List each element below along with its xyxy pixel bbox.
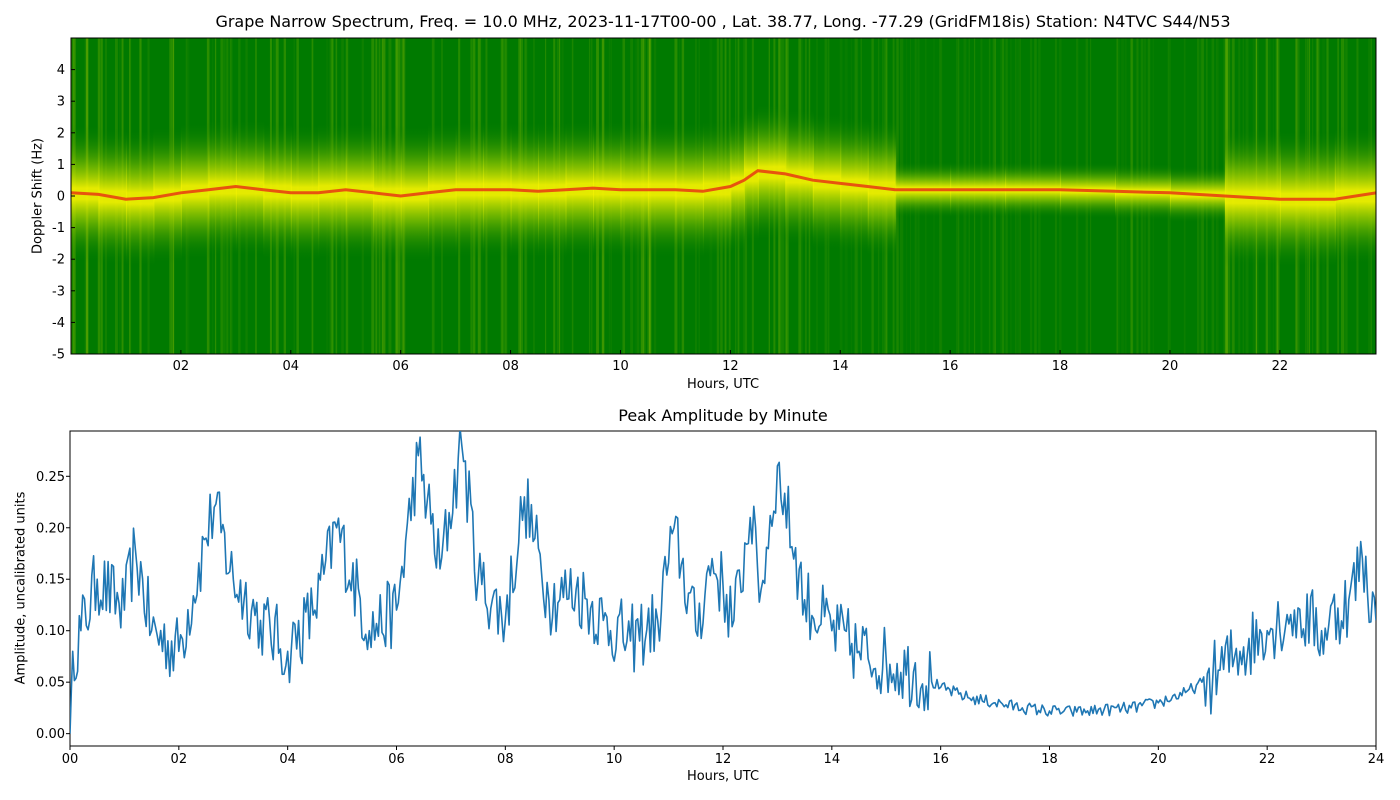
spectrogram-x-axis-label: Hours, UTC: [686, 377, 760, 392]
x-tick-label: 06: [388, 752, 405, 767]
x-tick-label: 08: [497, 752, 514, 767]
x-tick-label: 24: [1368, 752, 1385, 767]
y-tick-label: -3: [52, 284, 65, 299]
x-tick-label: 02: [171, 752, 188, 767]
x-tick-label: 10: [612, 359, 629, 374]
amplitude-x-axis-label: Hours, UTC: [686, 769, 760, 784]
y-tick-label: 0.25: [36, 470, 65, 485]
amplitude-y-axis-label: Amplitude, uncalibrated units: [13, 491, 29, 685]
y-tick-label: 0.00: [36, 727, 65, 742]
x-tick-label: 10: [606, 752, 623, 767]
y-tick-label: -4: [52, 316, 65, 331]
amplitude-y-ticks: 0.00 0.05 0.10 0.15 0.20 0.25: [36, 470, 70, 742]
x-tick-label: 16: [932, 752, 949, 767]
x-tick-label: 00: [62, 752, 79, 767]
x-tick-label: 22: [1272, 359, 1289, 374]
y-tick-label: 4: [57, 63, 65, 78]
y-tick-label: 1: [57, 158, 65, 173]
x-tick-label: 08: [502, 359, 519, 374]
y-tick-label: -5: [52, 348, 65, 363]
amplitude-series-line: [70, 431, 1376, 734]
x-tick-label: 18: [1052, 359, 1069, 374]
x-tick-label: 04: [279, 752, 296, 767]
x-tick-label: 14: [824, 752, 841, 767]
y-tick-label: 3: [57, 95, 65, 110]
x-tick-label: 16: [942, 359, 959, 374]
x-tick-label: 22: [1259, 752, 1276, 767]
amplitude-x-ticks: 00 02 04 06 08 10 12 14 16 18 20 22 24: [62, 746, 1385, 767]
y-tick-label: 0.05: [36, 676, 65, 691]
x-tick-label: 20: [1162, 359, 1179, 374]
amplitude-title: Peak Amplitude by Minute: [618, 406, 828, 425]
spectrogram-x-ticks: 02 04 06 08 10 12 14 16 18 20 22: [173, 350, 1288, 374]
x-tick-label: 20: [1150, 752, 1167, 767]
y-tick-label: -2: [52, 253, 65, 268]
x-tick-label: 06: [392, 359, 409, 374]
doppler-trace: [71, 169, 1376, 201]
y-tick-label: -1: [52, 221, 65, 236]
x-tick-label: 12: [722, 359, 739, 374]
y-tick-label: 0.10: [36, 624, 65, 639]
spectrogram-title: Grape Narrow Spectrum, Freq. = 10.0 MHz,…: [215, 12, 1231, 31]
x-tick-label: 04: [283, 359, 300, 374]
y-tick-label: 2: [57, 126, 65, 141]
x-tick-label: 12: [715, 752, 732, 767]
x-tick-label: 14: [832, 359, 849, 374]
spectrogram-y-ticks: 4 3 2 1 0 -1 -2 -3 -4 -5: [52, 63, 75, 363]
y-tick-label: 0: [57, 190, 65, 205]
y-tick-label: 0.20: [36, 521, 65, 536]
x-tick-label: 18: [1041, 752, 1058, 767]
x-tick-label: 02: [173, 359, 190, 374]
y-tick-label: 0.15: [36, 573, 65, 588]
